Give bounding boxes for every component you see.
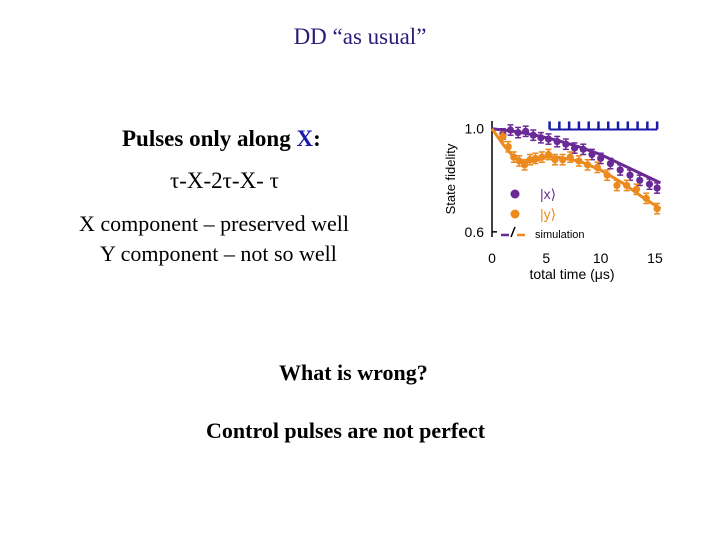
x-tick-label: 0 — [488, 250, 496, 266]
x-tick-label: 10 — [593, 250, 609, 266]
y-tick-label: 0.6 — [465, 224, 485, 240]
pulse-sequence: τ-X-2τ-X- τ — [170, 168, 279, 193]
data-point — [653, 184, 661, 192]
chart-marks — [490, 121, 662, 215]
simulation-curve-3 — [490, 127, 662, 210]
data-point — [613, 181, 621, 190]
x-component-note: X component – preserved well — [79, 211, 350, 236]
x-axis-label: total time (μs) — [529, 266, 614, 282]
legend-marker-x — [510, 189, 520, 199]
data-point — [616, 166, 624, 174]
legend-label-y: |y⟩ — [540, 206, 556, 222]
pulses-axis: X — [296, 126, 314, 151]
data-point — [606, 159, 615, 168]
slide-title: DD “as usual” — [293, 24, 427, 49]
answer-text: Control pulses are not perfect — [206, 418, 486, 443]
y-axis-label: State fidelity — [443, 143, 458, 214]
y-tick-label: 1.0 — [465, 121, 485, 137]
chart-axes — [491, 121, 497, 237]
chart-legend: |x⟩ |y⟩ simulation — [501, 186, 585, 241]
y-component-note: Y component – not so well — [100, 241, 337, 266]
question-text: What is wrong? — [279, 360, 428, 385]
legend-sim-slash — [510, 226, 516, 238]
data-point — [636, 176, 644, 184]
legend-label-simulation: simulation — [535, 229, 585, 241]
legend-label-x: |x⟩ — [540, 186, 556, 202]
pulses-heading: Pulses only along X: — [122, 126, 321, 152]
pulses-prefix: Pulses only along — [122, 126, 297, 151]
data-point — [645, 180, 654, 188]
legend-marker-y — [510, 209, 520, 219]
x-tick-label: 15 — [647, 250, 663, 266]
data-point — [499, 132, 507, 141]
x-tick-label: 5 — [542, 250, 550, 266]
pulses-suffix: : — [313, 126, 321, 151]
data-point — [626, 171, 634, 179]
tick-labels: 0.6 1.0 0 5 10 15 — [465, 121, 663, 266]
simulation-curve-2 — [491, 127, 662, 185]
